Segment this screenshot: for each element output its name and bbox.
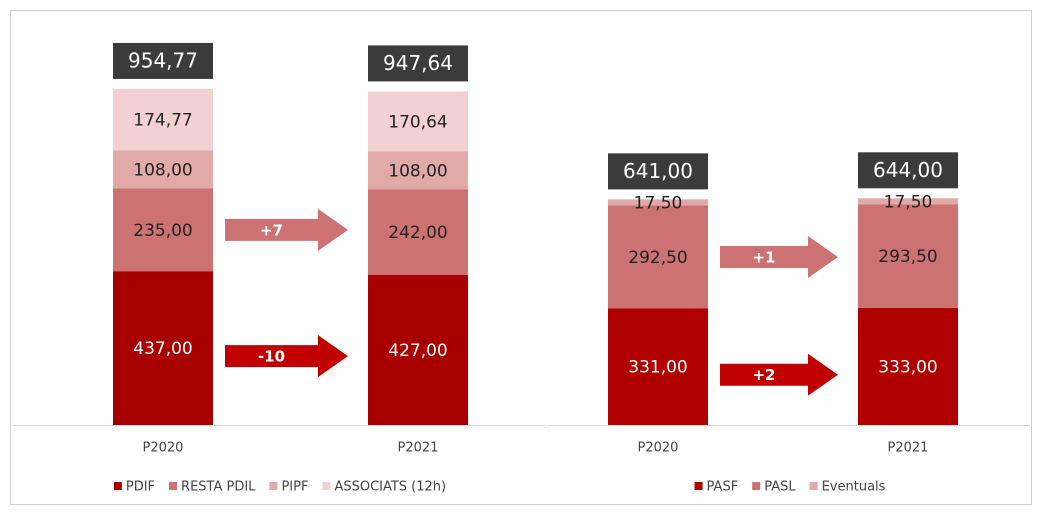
x-tick-label: P2020 [143, 441, 184, 456]
legend-label: ASSOCIATS (12h) [334, 480, 446, 495]
legend-swatch [269, 482, 278, 490]
total-label: 954,77 [128, 48, 198, 72]
legend-swatch [169, 482, 178, 490]
arrow-label: +2 [752, 366, 775, 384]
data-label: 333,00 [878, 357, 937, 377]
x-tick-label: P2021 [888, 441, 929, 456]
bar-segment [368, 189, 468, 275]
arrow [720, 353, 838, 396]
data-label: 427,00 [388, 341, 447, 361]
arrow-label: -10 [258, 348, 285, 366]
legend-label: PASF [707, 480, 739, 495]
data-label: 235,00 [133, 221, 192, 241]
data-label: 17,50 [884, 192, 933, 212]
total-box [608, 153, 708, 190]
data-label: 174,77 [133, 111, 192, 131]
total-label: 947,64 [383, 51, 453, 75]
bar-segment [858, 204, 958, 308]
total-label: 641,00 [623, 159, 693, 183]
bar-segment [608, 308, 708, 425]
total-box [368, 45, 468, 82]
total-label: 644,00 [873, 158, 943, 182]
data-label: 331,00 [628, 358, 687, 378]
legend-label: Eventuals [822, 480, 886, 495]
bar-segment [113, 271, 213, 425]
legend-swatch [322, 482, 331, 490]
bar-segment [608, 199, 708, 206]
bar-segment [858, 198, 958, 205]
legend-swatch [113, 482, 122, 490]
bar-segment [113, 188, 213, 272]
legend-swatch [809, 482, 818, 490]
total-box [858, 152, 958, 189]
data-label: 437,00 [133, 339, 192, 359]
data-label: 242,00 [388, 223, 447, 243]
arrow [720, 236, 838, 279]
bar-segment [368, 91, 468, 152]
data-label: 292,50 [628, 248, 687, 268]
legend-swatch [694, 482, 703, 490]
data-label: 108,00 [388, 162, 447, 182]
legend-label: PDIF [126, 480, 155, 495]
bar-segment [608, 205, 708, 309]
arrow [225, 208, 348, 251]
bar-segment [368, 274, 468, 425]
x-tick-label: P2021 [398, 441, 439, 456]
bar-segment [113, 150, 213, 189]
bar-segment [858, 307, 958, 425]
legend-swatch [752, 482, 761, 490]
arrow-label: +1 [752, 249, 775, 267]
x-tick-label: P2020 [638, 441, 679, 456]
bar-segment [113, 88, 213, 151]
arrow [225, 335, 348, 378]
data-label: 108,00 [133, 160, 192, 180]
bar-segment [368, 151, 468, 190]
legend-label: PIPF [281, 480, 308, 495]
arrow-label: +7 [260, 221, 283, 239]
legend-label: PASL [764, 480, 796, 495]
data-label: 170,64 [388, 112, 447, 132]
data-label: 17,50 [634, 193, 683, 213]
data-label: 293,50 [878, 247, 937, 267]
legend-label: RESTA PDIL [181, 480, 256, 495]
total-box [113, 42, 213, 79]
